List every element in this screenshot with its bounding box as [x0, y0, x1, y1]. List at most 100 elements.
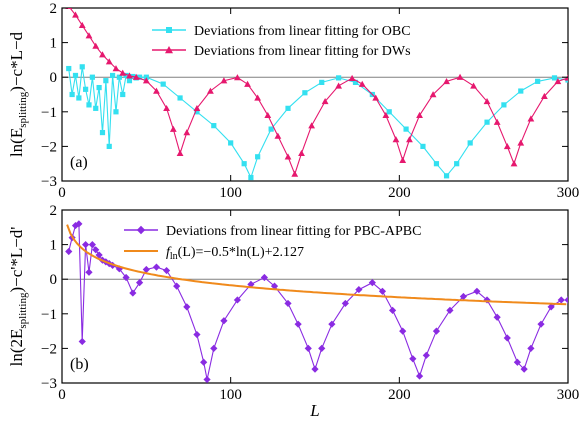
- data-point-obc: [484, 119, 490, 125]
- data-point-dw: [321, 98, 329, 105]
- data-point-pbc: [88, 241, 96, 249]
- y-axis-label-b-main: ln(2E: [7, 329, 26, 367]
- data-point-pbc: [135, 279, 144, 287]
- data-point-pbc: [415, 372, 424, 380]
- legend-b: Deviations from linear fitting for PBC-A…: [124, 224, 421, 262]
- x-tick-label: 100: [219, 387, 242, 403]
- data-point-dw: [517, 139, 525, 146]
- data-point-dw: [503, 143, 511, 150]
- data-point-dw: [254, 94, 262, 101]
- y-tick-label: −1: [41, 307, 57, 323]
- x-tick-label: 100: [219, 185, 242, 201]
- x-tick-label: 200: [388, 387, 411, 403]
- legend-text-obc: Deviations from linear fitting for OBC: [194, 24, 411, 39]
- data-point-obc: [96, 84, 102, 91]
- data-point-dw: [92, 42, 100, 49]
- y-axis-label-b: ln(2Esplitting)−c'*L−d': [7, 227, 29, 367]
- data-point-obc: [69, 91, 75, 98]
- data-point-pbc: [378, 287, 387, 295]
- y-tick-label: 1: [50, 36, 58, 52]
- data-point-obc: [241, 161, 247, 167]
- data-point-dw: [163, 104, 170, 112]
- y-tick-label: 2: [50, 1, 58, 17]
- data-point-pbc: [183, 303, 191, 311]
- data-point-obc: [79, 64, 85, 70]
- data-point-dw: [406, 136, 413, 143]
- data-point-dw: [416, 111, 423, 118]
- legend-text-pbc: Deviations from linear fitting for PBC-A…: [166, 224, 421, 239]
- data-point-dw: [429, 91, 437, 98]
- data-point-obc: [501, 102, 507, 108]
- data-point-obc: [106, 143, 112, 149]
- data-point-pbc: [503, 334, 511, 342]
- data-point-dw: [244, 80, 251, 87]
- data-point-dw: [392, 136, 400, 143]
- data-point-obc: [420, 143, 426, 149]
- data-point-obc: [83, 86, 89, 92]
- data-point-dw: [176, 149, 184, 157]
- data-point-obc: [93, 105, 99, 111]
- data-point-obc: [467, 140, 473, 146]
- data-point-pbc: [520, 365, 528, 373]
- data-point-obc: [443, 173, 450, 179]
- data-point-dw: [554, 77, 562, 85]
- y-tick-label: −3: [41, 174, 57, 190]
- x-tick-label: 200: [388, 185, 411, 201]
- y-tick-label: 2: [50, 203, 58, 219]
- data-point-pbc: [355, 285, 363, 294]
- data-point-dw: [132, 73, 140, 80]
- y-tick-label: −3: [41, 376, 57, 392]
- data-point-obc: [535, 78, 541, 84]
- data-point-pbc: [203, 375, 211, 383]
- y-axis-label-a-main: ln(E: [7, 128, 26, 157]
- data-point-obc: [123, 72, 129, 79]
- data-layer-b: [65, 220, 568, 383]
- x-tick-label: 300: [557, 387, 580, 403]
- y-tick-label: 0: [50, 70, 58, 86]
- data-point-obc: [160, 81, 166, 87]
- data-point-pbc: [446, 306, 454, 314]
- data-point-dw: [153, 87, 160, 94]
- series-line-square: [68, 66, 568, 179]
- data-point-obc: [285, 105, 291, 111]
- data-point-obc: [551, 75, 558, 81]
- data-point-pbc: [122, 273, 130, 282]
- data-point-obc: [126, 78, 133, 84]
- data-point-dw: [335, 82, 343, 89]
- data-point-obc: [110, 72, 116, 79]
- data-point-pbc: [557, 296, 565, 304]
- data-point-dw: [291, 170, 299, 177]
- panel-label-a: (a): [70, 154, 88, 171]
- data-point-pbc: [200, 358, 208, 366]
- data-point-pbc: [85, 268, 93, 276]
- data-point-pbc: [409, 355, 417, 363]
- data-point-obc: [403, 126, 409, 132]
- x-tick-label: 0: [58, 387, 66, 403]
- data-point-pbc: [162, 266, 171, 275]
- data-point-pbc: [129, 289, 137, 297]
- data-point-dw: [510, 160, 518, 167]
- data-point-obc: [136, 74, 143, 80]
- data-point-pbc: [270, 282, 279, 290]
- data-point-dw: [284, 153, 292, 160]
- data-point-obc: [518, 88, 524, 94]
- data-point-pbc: [210, 344, 218, 352]
- data-point-obc: [86, 102, 92, 108]
- data-point-pbc: [75, 220, 83, 228]
- data-point-pbc: [65, 247, 73, 256]
- data-point-pbc: [399, 327, 407, 335]
- data-point-dw: [72, 11, 79, 18]
- legend-marker-pbc: [136, 225, 146, 235]
- data-point-pbc: [564, 296, 568, 304]
- data-point-obc: [268, 126, 274, 132]
- data-point-pbc: [284, 299, 292, 308]
- data-point-pbc: [152, 263, 161, 271]
- data-point-obc: [386, 109, 392, 115]
- data-point-pbc: [422, 351, 430, 359]
- data-point-obc: [433, 161, 440, 167]
- data-point-dw: [527, 115, 535, 122]
- x-tick-label: 0: [58, 185, 66, 201]
- data-point-obc: [66, 65, 72, 72]
- data-point-pbc: [432, 327, 441, 335]
- data-point-pbc: [220, 317, 228, 325]
